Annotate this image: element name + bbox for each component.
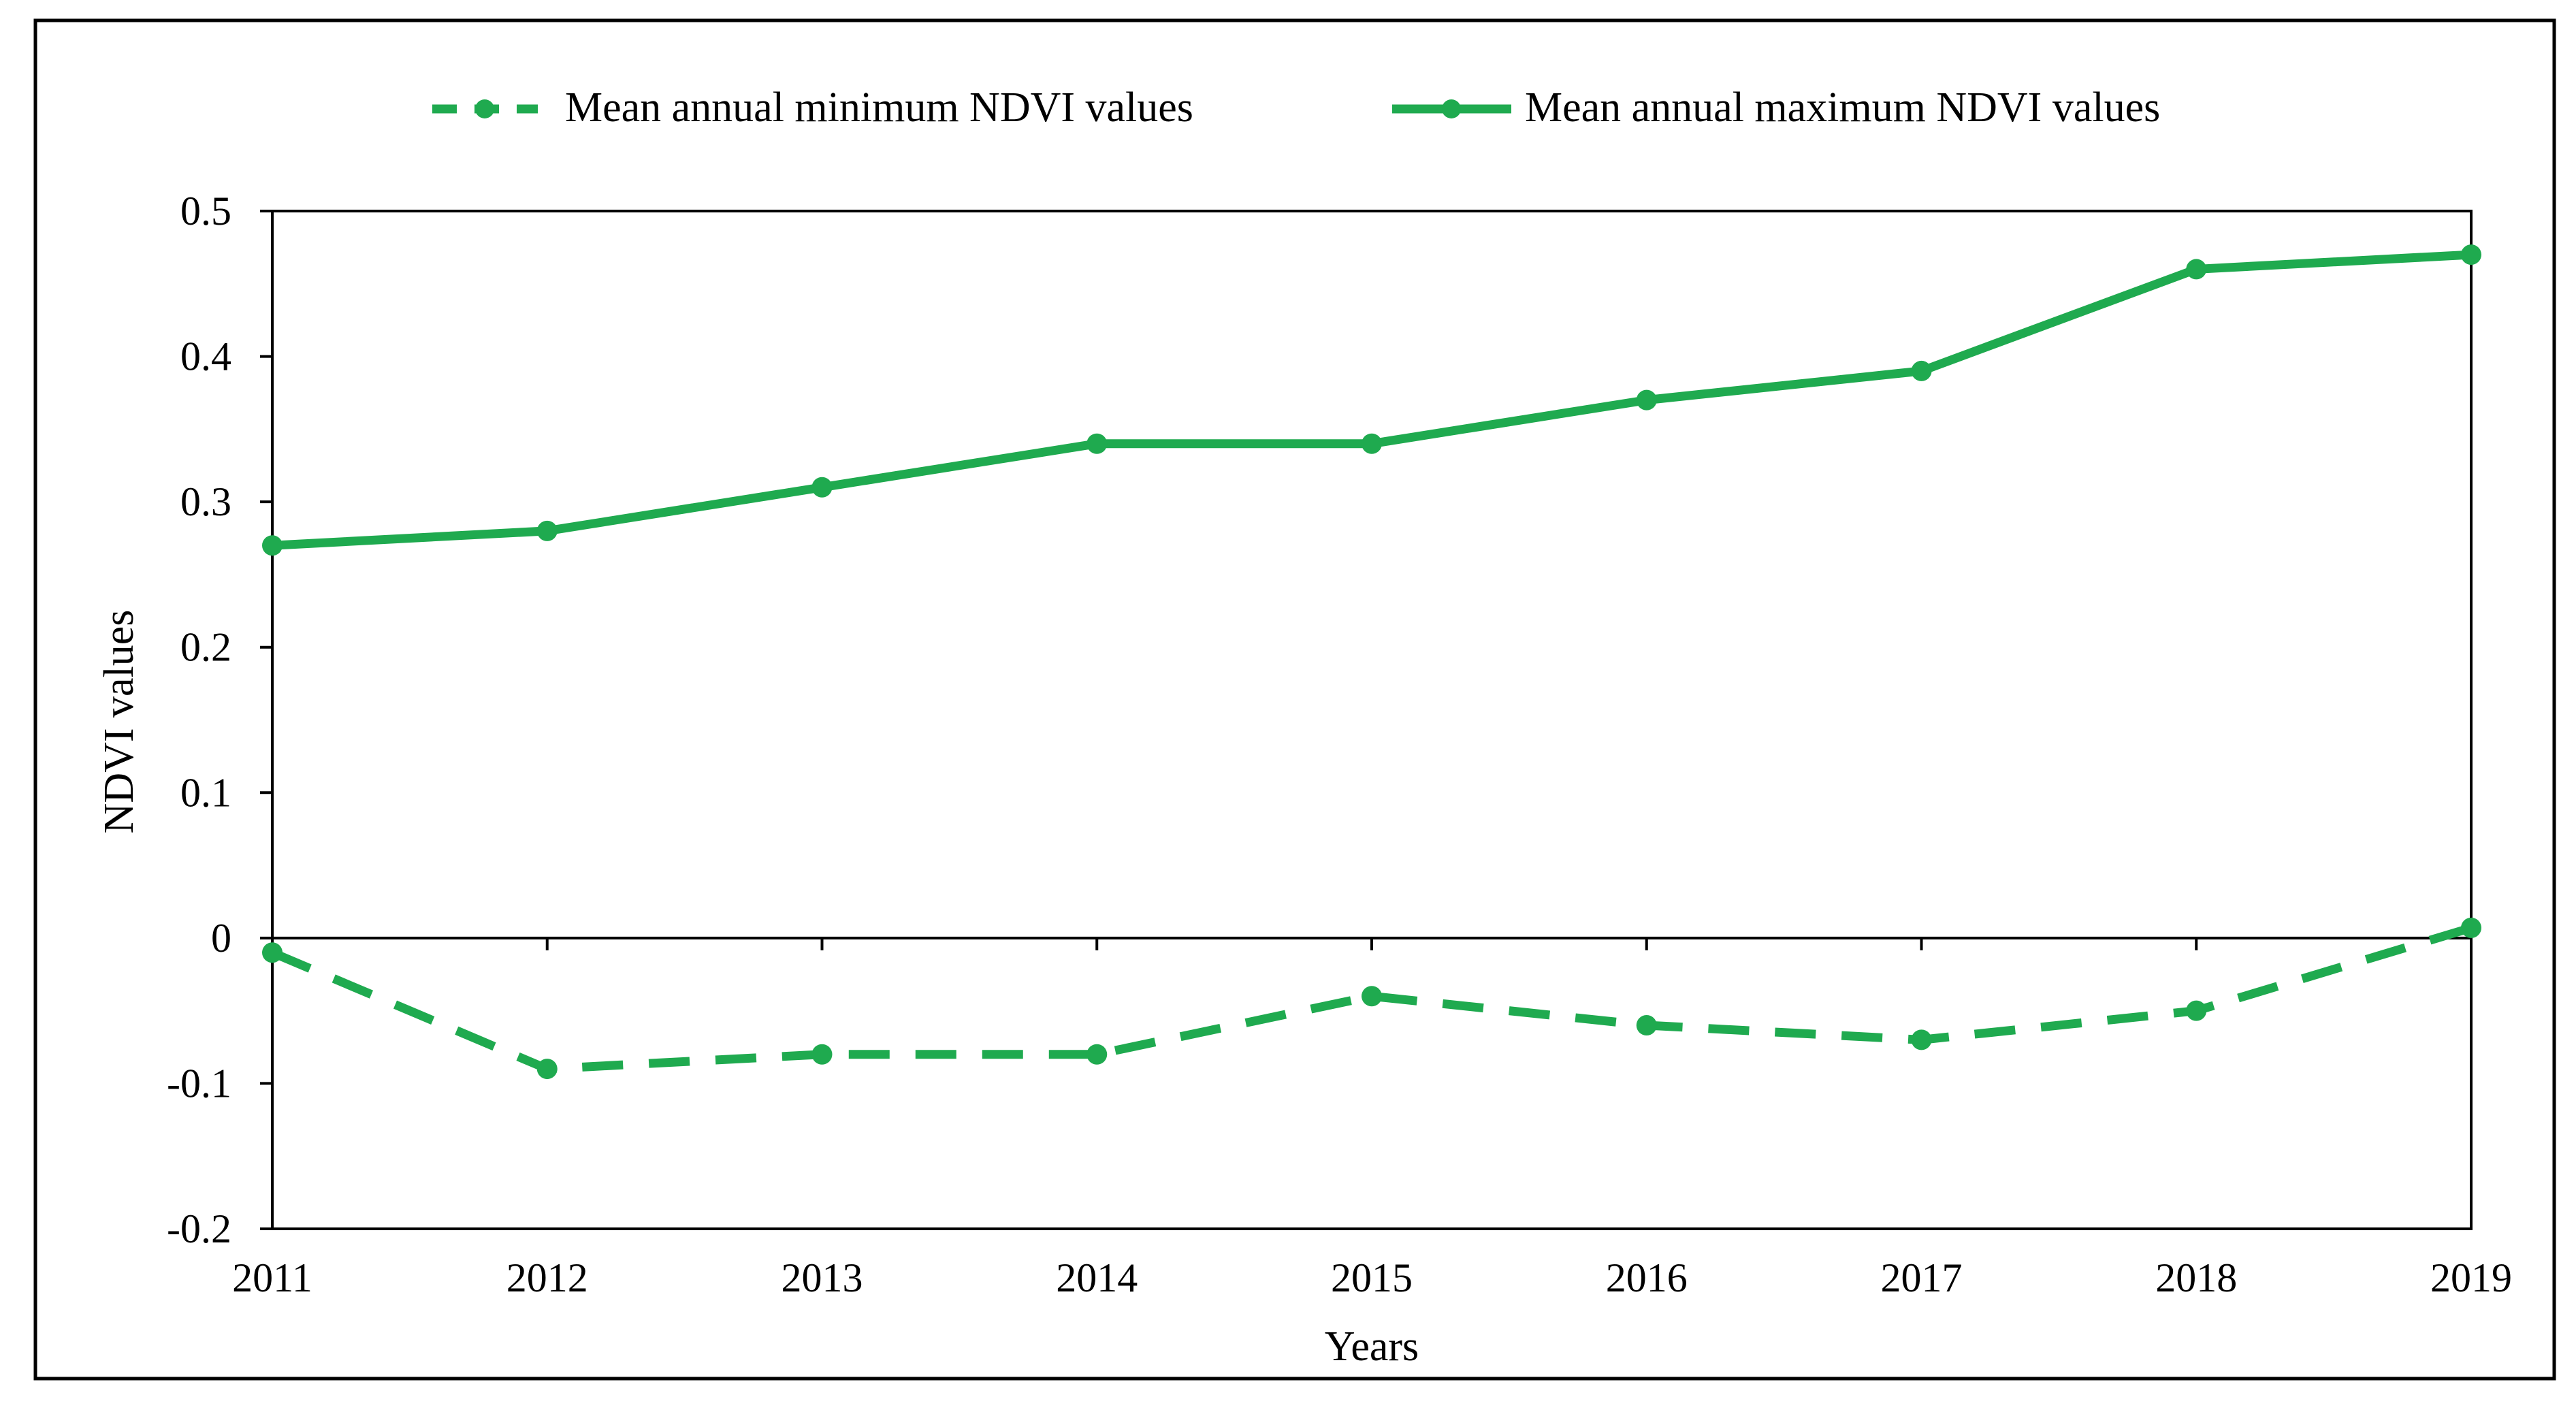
data-point-minimum [536,1059,558,1080]
y-tick-label: 0.4 [180,334,231,379]
x-axis-ticks: 2011 2012 2013 2014 2015 2016 2017 2018 2019 [232,937,2512,1300]
data-point-maximum [1911,360,1932,381]
plot-area [271,210,2473,1230]
y-tick-label: 0.1 [180,770,231,815]
x-tick-label: 2013 [782,1255,863,1300]
data-point-minimum [1362,986,1382,1007]
y-tick-label: 0.3 [180,479,231,524]
x-tick-label: 2017 [1881,1255,1963,1300]
data-point-maximum [262,535,283,556]
series-minimum [262,917,2481,1080]
y-tick-label: 0.2 [180,625,231,670]
data-point-maximum [1086,433,1108,454]
y-tick-label: 0.5 [180,189,231,234]
data-point-maximum [811,477,833,498]
legend-item-maximum: Mean annual maximum NDVI values [1392,84,2160,131]
y-tick-label: -0.1 [167,1061,231,1106]
legend-label-minimum: Mean annual minimum NDVI values [565,84,1193,131]
data-point-minimum [1086,1044,1108,1065]
y-tick-label: 0 [211,916,231,961]
data-point-maximum [2186,259,2207,280]
data-point-minimum [2186,1000,2207,1021]
x-tick-label: 2011 [232,1255,312,1300]
y-axis-label: NDVI values [96,610,142,834]
data-point-maximum [1362,433,1382,454]
data-point-maximum [1636,389,1657,411]
x-tick-label: 2016 [1606,1255,1688,1300]
legend-swatch-maximum-marker [1442,99,1461,118]
x-tick-label: 2012 [506,1255,588,1300]
data-point-minimum [262,942,283,963]
x-tick-label: 2014 [1056,1255,1138,1300]
legend-swatch-minimum-marker [475,99,494,118]
outer-frame [33,18,2556,1381]
data-point-maximum [2461,244,2481,266]
legend-item-minimum: Mean annual minimum NDVI values [432,84,1193,131]
y-axis-ticks: -0.2 -0.1 0 0.1 0.2 0.3 0.4 0.5 [167,189,272,1251]
data-point-minimum [1911,1029,1932,1050]
legend-label-maximum: Mean annual maximum NDVI values [1525,84,2160,131]
x-tick-label: 2019 [2430,1255,2512,1300]
legend: Mean annual minimum NDVI values Mean ann… [432,84,2160,131]
data-point-minimum [2461,917,2481,938]
data-point-maximum [536,520,558,541]
x-tick-label: 2015 [1331,1255,1413,1300]
x-axis-label: Years [1325,1323,1419,1370]
y-tick-label: -0.2 [167,1206,231,1251]
x-tick-label: 2018 [2155,1255,2237,1300]
data-point-minimum [811,1044,833,1065]
series-layer [262,244,2481,1080]
data-point-minimum [1636,1015,1657,1035]
series-maximum [262,244,2481,556]
